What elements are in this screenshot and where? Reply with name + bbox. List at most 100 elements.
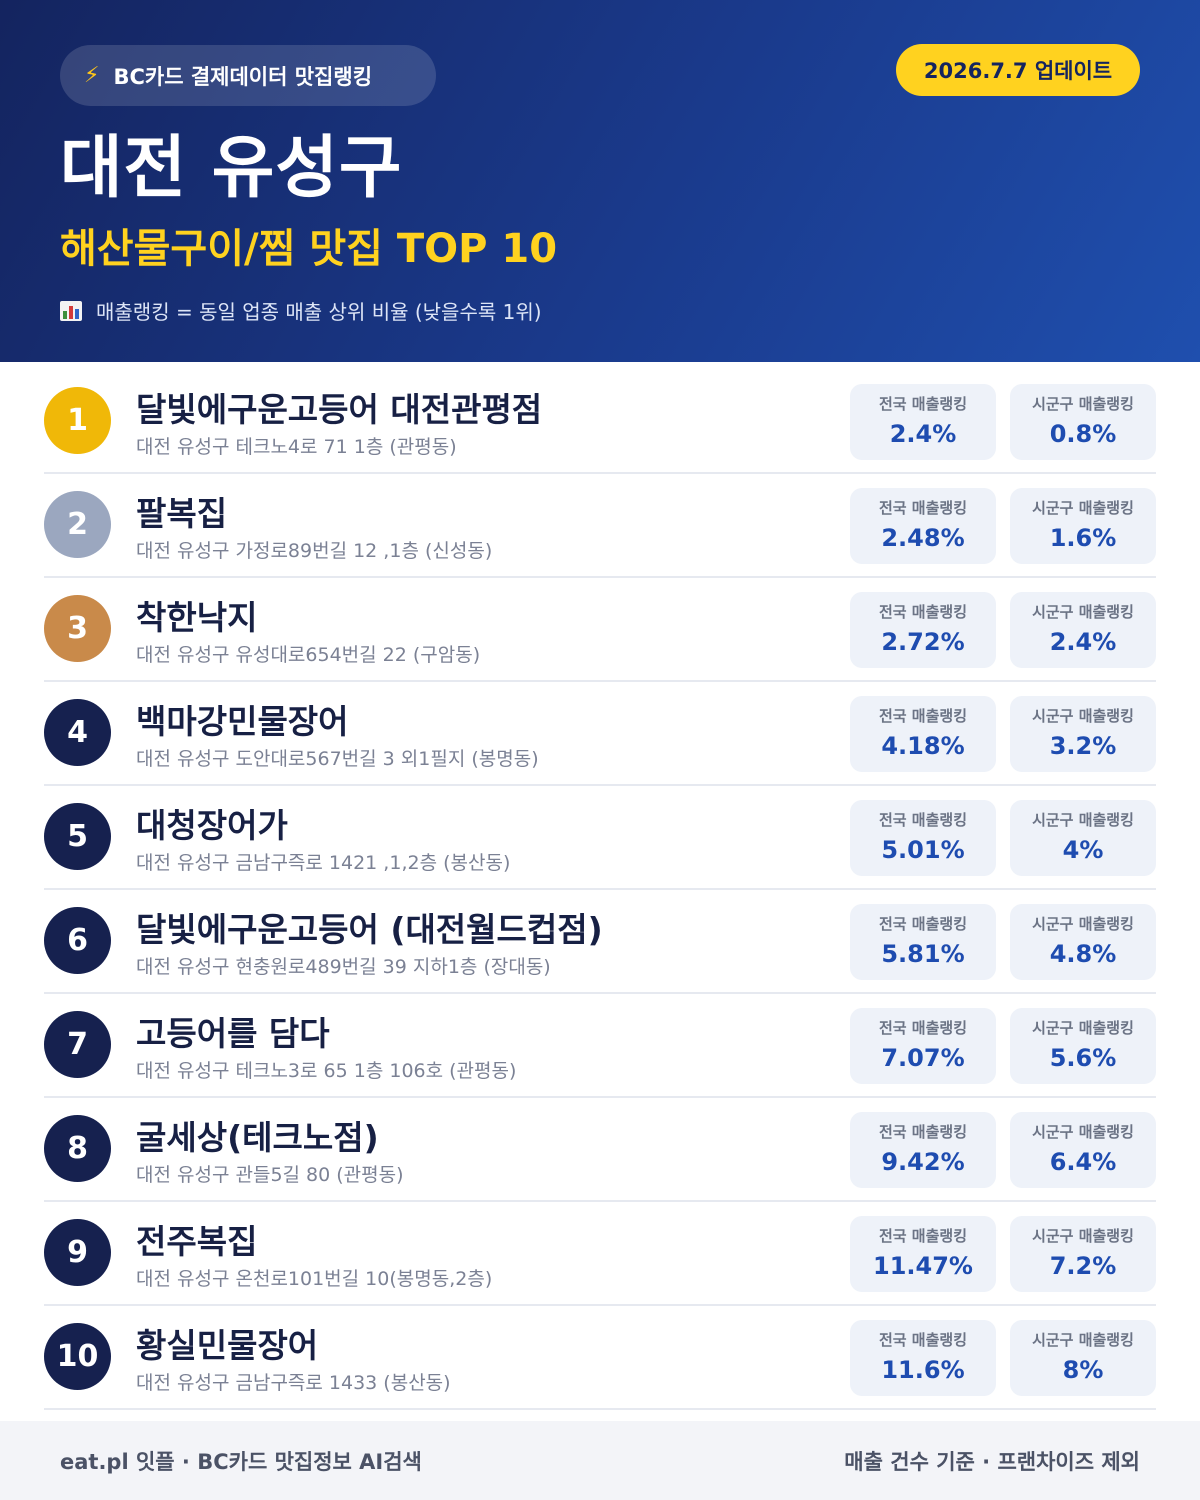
national-ranking-value: 2.4% [889,420,957,448]
local-ranking-value: 4.8% [1049,940,1117,968]
local-ranking-box: 시군구 매출랭킹 8% [1010,1320,1156,1396]
national-ranking-box: 전국 매출랭킹 2.48% [850,488,996,564]
national-ranking-label: 전국 매출랭킹 [878,707,968,725]
rank-circle: 3 [44,595,111,662]
restaurant-address: 대전 유성구 유성대로654번길 22 (구암동) [136,644,481,666]
list-item[interactable]: 6 달빛에구운고등어 (대전월드컵점) 대전 유성구 현충원로489번길 39 지하… [44,890,1156,994]
local-ranking-box: 시군구 매출랭킹 5.6% [1010,1008,1156,1084]
local-ranking-value: 5.6% [1049,1044,1117,1072]
local-ranking-value: 4% [1062,836,1104,864]
national-ranking-box: 전국 매출랭킹 5.01% [850,800,996,876]
ranking-legend-text: 매출랭킹 = 동일 업종 매출 상위 비율 (낮을수록 1위) [96,300,542,324]
restaurant-name[interactable]: 달빛에구운고등어 (대전월드컵점) [136,910,603,949]
national-ranking-label: 전국 매출랭킹 [878,603,968,621]
header-banner: ⚡ BC카드 결제데이터 맛집랭킹 2026.7.7 업데이트 대전 유성구 해… [0,0,1200,362]
national-ranking-value: 11.47% [873,1252,973,1280]
national-ranking-label: 전국 매출랭킹 [878,1227,968,1245]
restaurant-address: 대전 유성구 금남구즉로 1421 ,1,2층 (봉산동) [136,852,511,874]
local-ranking-value: 2.4% [1049,628,1117,656]
source-badge: ⚡ BC카드 결제데이터 맛집랭킹 [60,45,436,106]
list-item[interactable]: 4 백마강민물장어 대전 유성구 도안대로567번길 3 외1필지 (봉명동) 전국 … [44,682,1156,786]
national-ranking-label: 전국 매출랭킹 [878,915,968,933]
national-ranking-box: 전국 매출랭킹 2.4% [850,384,996,460]
restaurant-name[interactable]: 황실민물장어 [136,1326,319,1365]
local-ranking-label: 시군구 매출랭킹 [1032,811,1134,829]
national-ranking-box: 전국 매출랭킹 5.81% [850,904,996,980]
rank-circle: 7 [44,1011,111,1078]
restaurant-name[interactable]: 굴세상(테크노점) [136,1118,379,1157]
bar-chart-icon [60,300,82,321]
list-item[interactable]: 7 고등어를 담다 대전 유성구 테크노3로 65 1층 106호 (관평동) 전국 … [44,994,1156,1098]
local-ranking-label: 시군구 매출랭킹 [1032,915,1134,933]
restaurant-address: 대전 유성구 가정로89번길 12 ,1층 (신성동) [136,540,493,562]
national-ranking-value: 5.01% [881,836,965,864]
restaurant-name[interactable]: 고등어를 담다 [136,1014,330,1053]
local-ranking-box: 시군구 매출랭킹 4% [1010,800,1156,876]
update-date-badge: 2026.7.7 업데이트 [896,44,1140,96]
local-ranking-label: 시군구 매출랭킹 [1032,395,1134,413]
restaurant-address: 대전 유성구 테크노4로 71 1층 (관평동) [136,436,457,458]
page-subtitle: 해산물구이/찜 맛집 TOP 10 [60,226,558,272]
ranking-legend: 매출랭킹 = 동일 업종 매출 상위 비율 (낮을수록 1위) [60,296,542,325]
restaurant-name[interactable]: 착한낙지 [136,598,258,637]
local-ranking-value: 8% [1062,1356,1104,1384]
restaurant-name[interactable]: 달빛에구운고등어 대전관평점 [136,390,543,429]
national-ranking-value: 7.07% [881,1044,965,1072]
list-item[interactable]: 8 굴세상(테크노점) 대전 유성구 관들5길 80 (관평동) 전국 매출랭킹 9.4… [44,1098,1156,1202]
rank-circle: 6 [44,907,111,974]
national-ranking-label: 전국 매출랭킹 [878,395,968,413]
national-ranking-value: 5.81% [881,940,965,968]
national-ranking-value: 2.48% [881,524,965,552]
local-ranking-box: 시군구 매출랭킹 7.2% [1010,1216,1156,1292]
rank-circle: 1 [44,387,111,454]
rank-circle: 5 [44,803,111,870]
national-ranking-label: 전국 매출랭킹 [878,811,968,829]
restaurant-address: 대전 유성구 현충원로489번길 39 지하1층 (장대동) [136,956,551,978]
page-title: 대전 유성구 [60,129,403,208]
local-ranking-value: 0.8% [1049,420,1117,448]
restaurant-name[interactable]: 대청장어가 [136,806,288,845]
local-ranking-box: 시군구 매출랭킹 1.6% [1010,488,1156,564]
local-ranking-value: 6.4% [1049,1148,1117,1176]
restaurant-name[interactable]: 팔복집 [136,494,228,533]
restaurant-address: 대전 유성구 관들5길 80 (관평동) [136,1164,404,1186]
national-ranking-box: 전국 매출랭킹 11.47% [850,1216,996,1292]
national-ranking-box: 전국 매출랭킹 11.6% [850,1320,996,1396]
national-ranking-value: 9.42% [881,1148,965,1176]
national-ranking-value: 11.6% [881,1356,965,1384]
local-ranking-box: 시군구 매출랭킹 6.4% [1010,1112,1156,1188]
national-ranking-value: 4.18% [881,732,965,760]
source-badge-label: BC카드 결제데이터 맛집랭킹 [113,64,373,89]
local-ranking-label: 시군구 매출랭킹 [1032,1019,1134,1037]
lightning-icon: ⚡ [84,63,100,88]
local-ranking-label: 시군구 매출랭킹 [1032,1331,1134,1349]
national-ranking-box: 전국 매출랭킹 4.18% [850,696,996,772]
local-ranking-label: 시군구 매출랭킹 [1032,1123,1134,1141]
restaurant-name[interactable]: 백마강민물장어 [136,702,349,741]
list-item[interactable]: 2 팔복집 대전 유성구 가정로89번길 12 ,1층 (신성동) 전국 매출랭킹 2.… [44,474,1156,578]
rank-circle: 9 [44,1219,111,1286]
local-ranking-value: 1.6% [1049,524,1117,552]
rank-circle: 10 [44,1323,111,1390]
local-ranking-box: 시군구 매출랭킹 4.8% [1010,904,1156,980]
local-ranking-box: 시군구 매출랭킹 2.4% [1010,592,1156,668]
national-ranking-value: 2.72% [881,628,965,656]
local-ranking-label: 시군구 매출랭킹 [1032,499,1134,517]
local-ranking-value: 3.2% [1049,732,1117,760]
national-ranking-label: 전국 매출랭킹 [878,1331,968,1349]
national-ranking-label: 전국 매출랭킹 [878,1123,968,1141]
restaurant-address: 대전 유성구 온천로101번길 10(봉명동,2층) [136,1268,493,1290]
rank-circle: 4 [44,699,111,766]
restaurant-name[interactable]: 전주복집 [136,1222,258,1261]
local-ranking-label: 시군구 매출랭킹 [1032,603,1134,621]
footer-note: 매출 건수 기준 · 프랜차이즈 제외 [844,1450,1140,1474]
local-ranking-value: 7.2% [1049,1252,1117,1280]
local-ranking-box: 시군구 매출랭킹 0.8% [1010,384,1156,460]
restaurant-address: 대전 유성구 금남구즉로 1433 (봉산동) [136,1372,451,1394]
